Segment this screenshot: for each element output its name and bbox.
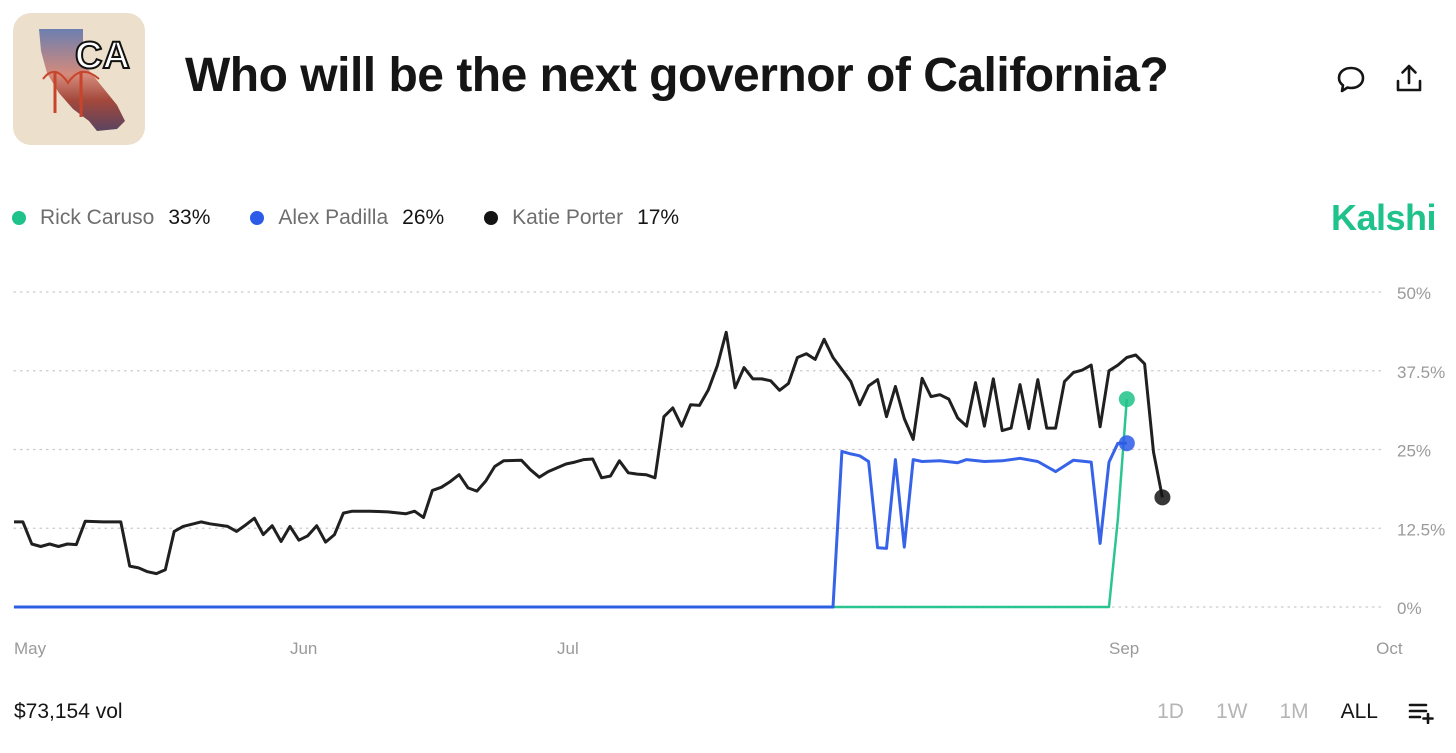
legend-name: Rick Caruso: [40, 206, 155, 229]
series-endpoint-marker: [1118, 391, 1135, 408]
range-1d[interactable]: 1D: [1157, 700, 1184, 723]
legend-name: Katie Porter: [512, 206, 624, 229]
chart-legend: Rick Caruso 33% Alex Padilla 26% Katie P…: [12, 206, 719, 230]
volume-label: $73,154 vol: [14, 700, 123, 723]
brand-logo: Kalshi: [1331, 197, 1437, 238]
legend-item-katie-porter[interactable]: Katie Porter 17%: [484, 206, 679, 230]
y-tick-label: 37.5%: [1397, 363, 1445, 382]
x-tick-label: Oct: [1376, 639, 1403, 658]
range-selector: 1D 1W 1M ALL: [1125, 700, 1436, 724]
legend-item-alex-padilla[interactable]: Alex Padilla 26%: [250, 206, 444, 230]
range-1w[interactable]: 1W: [1215, 700, 1248, 723]
share-icon: [1396, 64, 1422, 92]
x-tick-label: May: [14, 639, 47, 658]
range-all[interactable]: ALL: [1340, 700, 1378, 723]
thumbnail-label: CA: [74, 34, 131, 78]
x-tick-label: Jun: [290, 639, 317, 658]
series-line-rick-caruso: [14, 399, 1129, 609]
price-chart[interactable]: 0% 12.5% 25% 37.5% 50% May Jun Jul Sep Oct: [0, 270, 1456, 670]
x-tick-label: Sep: [1109, 639, 1139, 658]
market-thumbnail: CA: [13, 13, 145, 145]
page-title: Who will be the next governor of Califor…: [185, 49, 1169, 102]
legend-item-rick-caruso[interactable]: Rick Caruso 33%: [12, 206, 210, 230]
legend-value: 26%: [402, 206, 445, 229]
y-tick-label: 12.5%: [1397, 520, 1445, 539]
legend-dot: [484, 211, 499, 225]
x-tick-label: Jul: [557, 639, 579, 658]
legend-name: Alex Padilla: [278, 206, 389, 229]
legend-dot: [12, 211, 26, 225]
comment-button[interactable]: [1334, 62, 1368, 96]
series-line-alex-padilla: [14, 441, 1127, 609]
y-tick-label: 25%: [1397, 442, 1431, 461]
y-tick-label: 0%: [1397, 599, 1422, 618]
add-list-icon[interactable]: [1408, 700, 1436, 724]
share-button[interactable]: [1392, 62, 1426, 96]
series-endpoint-marker: [1154, 489, 1171, 506]
series-line-katie-porter: [14, 330, 1164, 576]
series-endpoint-marker: [1118, 435, 1135, 452]
california-map-icon: [39, 29, 125, 131]
range-1m[interactable]: 1M: [1279, 700, 1309, 723]
legend-value: 33%: [168, 206, 211, 229]
comment-icon: [1337, 66, 1365, 93]
y-tick-label: 50%: [1397, 284, 1431, 303]
legend-dot: [250, 211, 265, 225]
legend-value: 17%: [637, 206, 680, 229]
